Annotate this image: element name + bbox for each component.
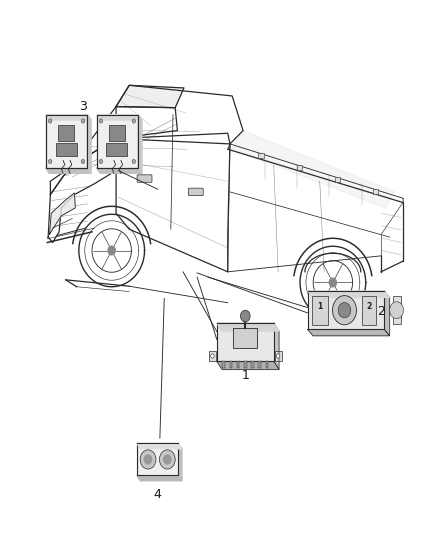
Text: 1: 1 [241,369,249,382]
Bar [373,189,378,194]
Circle shape [132,159,136,164]
Circle shape [164,455,171,464]
Bar [258,153,264,158]
Polygon shape [385,291,390,336]
Text: 4: 4 [154,488,162,501]
Circle shape [81,159,85,164]
Circle shape [159,450,175,469]
Circle shape [332,296,357,325]
Polygon shape [274,323,279,369]
Bar [109,125,125,141]
Circle shape [81,119,85,123]
Polygon shape [217,323,279,331]
Bar [209,351,216,361]
Bar [237,361,240,368]
Polygon shape [46,115,91,120]
Circle shape [140,450,156,469]
Circle shape [145,455,152,464]
Polygon shape [96,115,142,120]
Text: 3: 3 [79,100,87,113]
Bar [96,115,138,168]
Text: 2: 2 [377,305,385,318]
Polygon shape [232,131,394,208]
Polygon shape [137,475,182,481]
Circle shape [240,310,250,322]
Circle shape [276,354,280,358]
Circle shape [338,303,351,318]
Bar [251,361,254,368]
Circle shape [211,354,214,358]
Polygon shape [87,115,91,173]
FancyBboxPatch shape [188,188,203,196]
Bar [217,323,274,361]
Circle shape [108,246,115,255]
Polygon shape [49,193,75,235]
Circle shape [48,119,52,123]
Circle shape [390,302,403,319]
Polygon shape [116,85,184,108]
Bar [46,115,87,168]
Bar [265,361,268,368]
Polygon shape [96,115,142,173]
Bar [137,443,178,475]
Bar [362,296,376,325]
Bar [392,296,401,324]
Polygon shape [178,443,182,481]
Bar [335,177,340,182]
Polygon shape [217,361,279,369]
Bar [275,351,282,361]
Text: 1: 1 [318,302,322,311]
Bar [297,165,302,170]
Circle shape [99,159,102,164]
Bar [230,361,232,368]
Polygon shape [137,443,182,449]
Bar [106,143,127,156]
FancyBboxPatch shape [137,175,152,182]
Polygon shape [307,329,390,336]
Polygon shape [107,144,116,150]
Bar [96,115,138,168]
Bar [58,125,74,141]
Bar [56,143,77,156]
Text: 2: 2 [367,302,371,311]
Bar [244,361,247,368]
Polygon shape [307,291,390,297]
Circle shape [329,278,336,287]
Bar [312,296,328,325]
Polygon shape [46,115,91,173]
Circle shape [99,119,102,123]
Bar [307,291,384,329]
Bar [46,115,87,168]
Circle shape [132,119,136,123]
Circle shape [48,159,52,164]
Bar [223,361,225,368]
Polygon shape [138,115,142,173]
Bar [233,328,258,348]
Bar [258,361,261,368]
